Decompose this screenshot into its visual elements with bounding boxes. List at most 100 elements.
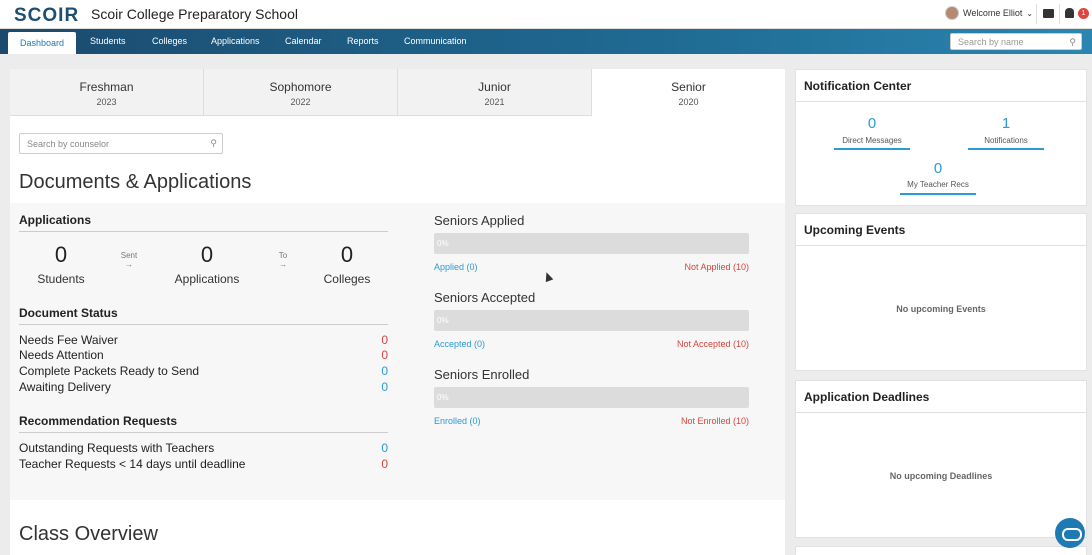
seniors-enrolled-bar: 0% xyxy=(434,387,749,408)
complete-packets-count[interactable]: 0 xyxy=(381,364,388,378)
teacher-recs-count[interactable]: 0 xyxy=(933,160,943,177)
scoir-logo[interactable]: SCOIR xyxy=(14,5,80,26)
dashboard-panel: Freshman 2023 Sophomore 2022 Junior 2021… xyxy=(10,69,785,500)
notification-badge: 1 xyxy=(1078,8,1089,19)
students-count[interactable]: 0 xyxy=(54,242,68,267)
sent-text: Sent xyxy=(120,251,138,260)
applications-title: Applications xyxy=(19,213,92,227)
seniors-enrolled-title: Seniors Enrolled xyxy=(434,367,530,382)
teacher-recs-underline xyxy=(900,193,976,195)
divider xyxy=(19,231,388,232)
teacher-requests-deadline-label: Teacher Requests < 14 days until deadlin… xyxy=(19,457,246,471)
upcoming-events-card: Upcoming Events No upcoming Events xyxy=(795,213,1087,371)
students-label: Students xyxy=(37,272,85,286)
direct-messages-label: Direct Messages xyxy=(842,136,902,145)
accepted-link[interactable]: Accepted (0) xyxy=(434,339,486,349)
divider xyxy=(1036,4,1037,24)
teacher-requests-deadline-count[interactable]: 0 xyxy=(381,457,388,471)
class-overview-heading: Class Overview xyxy=(19,523,158,545)
to-text: To xyxy=(278,251,288,260)
not-enrolled-link[interactable]: Not Enrolled (10) xyxy=(680,416,749,426)
tab-sophomore[interactable]: Sophomore 2022 xyxy=(204,69,398,116)
seniors-accepted-bar: 0% xyxy=(434,310,749,331)
documents-heading: Documents & Applications xyxy=(19,171,252,193)
nav-colleges[interactable]: Colleges xyxy=(152,36,188,46)
name-search-placeholder: Search by name xyxy=(958,37,1024,47)
colleges-count[interactable]: 0 xyxy=(340,242,354,267)
tab-year: 2021 xyxy=(484,97,505,107)
seniors-applied-title: Seniors Applied xyxy=(434,213,525,228)
tab-year: 2022 xyxy=(290,97,311,107)
tab-label: Sophomore xyxy=(269,80,332,94)
awaiting-delivery-count[interactable]: 0 xyxy=(381,380,388,394)
needs-attention-count[interactable]: 0 xyxy=(381,348,388,362)
needs-fee-waiver-label: Needs Fee Waiver xyxy=(19,333,118,347)
applications-count[interactable]: 0 xyxy=(200,242,214,267)
top-bar: SCOIR Scoir College Preparatory School W… xyxy=(0,0,1092,29)
colleges-label: Colleges xyxy=(323,272,371,286)
direct-messages-underline xyxy=(834,148,910,150)
nav-calendar[interactable]: Calendar xyxy=(285,36,322,46)
not-accepted-link[interactable]: Not Accepted (10) xyxy=(676,339,749,349)
complete-packets-label: Complete Packets Ready to Send xyxy=(19,364,200,378)
not-applied-link[interactable]: Not Applied (10) xyxy=(684,262,749,272)
tab-senior[interactable]: Senior 2020 xyxy=(592,69,785,116)
application-deadlines-empty: No upcoming Deadlines xyxy=(889,471,993,481)
tab-year: 2020 xyxy=(678,97,699,107)
search-icon: ⚲ xyxy=(1069,37,1076,47)
awaiting-delivery-label: Awaiting Delivery xyxy=(19,380,111,394)
notifications-count[interactable]: 1 xyxy=(1001,115,1011,132)
class-tabs: Freshman 2023 Sophomore 2022 Junior 2021… xyxy=(10,69,785,116)
divider xyxy=(796,101,1086,102)
nav-reports[interactable]: Reports xyxy=(347,36,379,46)
direct-messages-count[interactable]: 0 xyxy=(867,115,877,132)
outstanding-requests-label: Outstanding Requests with Teachers xyxy=(19,441,215,455)
notifications-underline xyxy=(968,148,1044,150)
bell-icon[interactable] xyxy=(1065,8,1074,18)
nav-students[interactable]: Students xyxy=(90,36,126,46)
chat-widget-icon[interactable] xyxy=(1055,518,1085,548)
tab-label: Senior xyxy=(671,80,706,94)
search-icon: ⚲ xyxy=(210,138,217,148)
chevron-down-icon: ⌄ xyxy=(1026,8,1034,18)
avatar xyxy=(945,6,959,20)
recommendation-requests-title: Recommendation Requests xyxy=(19,414,178,428)
needs-fee-waiver-count[interactable]: 0 xyxy=(381,333,388,347)
name-search-input[interactable]: Search by name ⚲ xyxy=(950,33,1082,50)
divider xyxy=(796,412,1086,413)
tab-label: Freshman xyxy=(79,80,134,94)
nav-applications[interactable]: Applications xyxy=(211,36,260,46)
divider xyxy=(19,432,388,433)
tab-junior[interactable]: Junior 2021 xyxy=(398,69,592,116)
main-nav: Dashboard Students Colleges Applications… xyxy=(0,29,1092,54)
upcoming-events-title: Upcoming Events xyxy=(804,223,906,237)
seniors-applied-bar: 0% xyxy=(434,233,749,254)
applications-label: Applications xyxy=(174,272,240,286)
seniors-accepted-title: Seniors Accepted xyxy=(434,290,536,305)
next-card xyxy=(795,546,1087,555)
to-label: To → xyxy=(278,251,288,269)
divider xyxy=(1059,4,1060,24)
upcoming-events-empty: No upcoming Events xyxy=(896,304,986,314)
teacher-recs-label: My Teacher Recs xyxy=(907,180,969,189)
tab-year: 2023 xyxy=(96,97,117,107)
applied-link[interactable]: Applied (0) xyxy=(434,262,478,272)
tab-freshman[interactable]: Freshman 2023 xyxy=(10,69,204,116)
welcome-text: Welcome Elliot xyxy=(963,8,1023,18)
notifications-label: Notifications xyxy=(984,136,1028,145)
needs-attention-label: Needs Attention xyxy=(19,348,104,362)
divider xyxy=(796,245,1086,246)
nav-communication[interactable]: Communication xyxy=(404,36,467,46)
outstanding-requests-count[interactable]: 0 xyxy=(381,441,388,455)
class-overview-section: Class Overview xyxy=(10,500,785,555)
counselor-search-input[interactable]: Search by counselor ⚲ xyxy=(19,133,223,154)
enrolled-link[interactable]: Enrolled (0) xyxy=(434,416,481,426)
school-name: Scoir College Preparatory School xyxy=(91,6,298,22)
nav-dashboard[interactable]: Dashboard xyxy=(8,32,77,54)
sent-label: Sent → xyxy=(120,251,138,269)
user-menu[interactable]: Welcome Elliot ⌄ xyxy=(945,6,1033,20)
notification-center-card: Notification Center 0 Direct Messages 1 … xyxy=(795,69,1087,206)
document-status-title: Document Status xyxy=(19,306,118,320)
message-icon[interactable] xyxy=(1043,9,1054,18)
divider xyxy=(19,324,388,325)
